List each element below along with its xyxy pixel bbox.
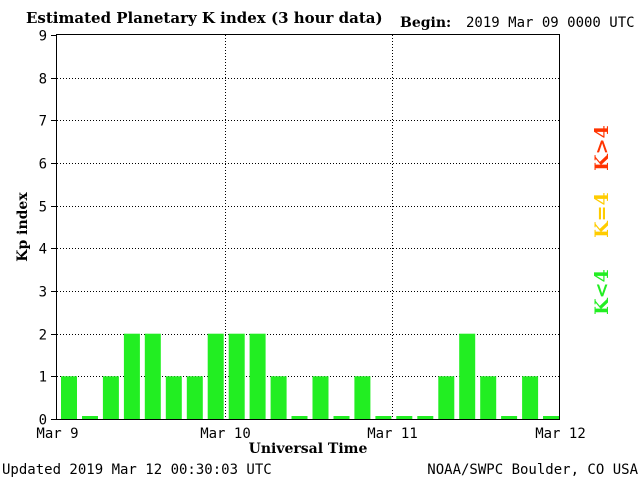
legend: K>4 K=4 K<4 [591,125,613,315]
kp-bar [102,376,119,419]
kp-bar [207,333,224,419]
y-tick-label: 9 [39,29,47,45]
kp-bar [249,333,266,419]
y-tick-label: 4 [39,242,47,258]
kp-bar [144,333,161,419]
kp-bar [459,333,476,419]
kp-bar [333,416,350,419]
begin-value: 2019 Mar 09 0000 UTC [466,15,635,31]
y-tick-label: 5 [39,200,47,216]
y-tick-label: 3 [39,285,47,301]
bars [61,333,559,419]
kp-bar [501,416,518,419]
chart-title: Estimated Planetary K index (3 hour data… [26,9,383,27]
kp-bar [354,376,371,419]
updated-timestamp: Updated 2019 Mar 12 00:30:03 UTC [2,462,272,478]
legend-k-equal-4: K=4 [591,192,613,238]
kp-bar [312,376,329,419]
kp-bar [543,416,559,419]
source-credit: NOAA/SWPC Boulder, CO USA [427,462,638,478]
legend-k-less-than-4: K<4 [591,269,613,315]
kp-bar [417,416,434,419]
grid-lines [57,35,560,419]
y-axis-label: Kp index [15,192,31,262]
plot-frame [56,34,560,420]
y-tick-label: 1 [39,370,47,386]
kp-bar [61,376,77,419]
x-tick-labels: Mar 9 Mar 10 Mar 11 Mar 12 [36,426,585,442]
kp-bar [480,376,497,419]
kp-bar [82,416,98,419]
kp-bar [396,416,413,419]
x-tick-label: Mar 12 [535,426,586,442]
kp-bar [270,376,287,419]
kp-bar [228,333,245,419]
kp-bar [375,416,392,419]
begin-label: Begin: [400,15,451,31]
y-tick-label: 8 [39,72,47,88]
kp-bar [291,416,308,419]
x-axis-label: Universal Time [249,441,368,457]
kp-bar [438,376,455,419]
y-tick-label: 0 [39,413,47,429]
legend-k-greater-than-4: K>4 [591,125,613,171]
y-tick-label: 6 [39,157,47,173]
kp-bar [186,376,203,419]
kp-bar [165,376,182,419]
kp-bar [123,333,140,419]
x-tick-label: Mar 10 [200,426,251,442]
x-tick-label: Mar 11 [367,426,418,442]
y-tick-labels: 0 1 2 3 4 5 6 7 8 9 [39,29,57,429]
x-tick-label: Mar 9 [36,426,78,442]
kp-bar [522,376,539,419]
y-tick-label: 2 [39,328,47,344]
y-tick-label: 7 [39,114,47,130]
